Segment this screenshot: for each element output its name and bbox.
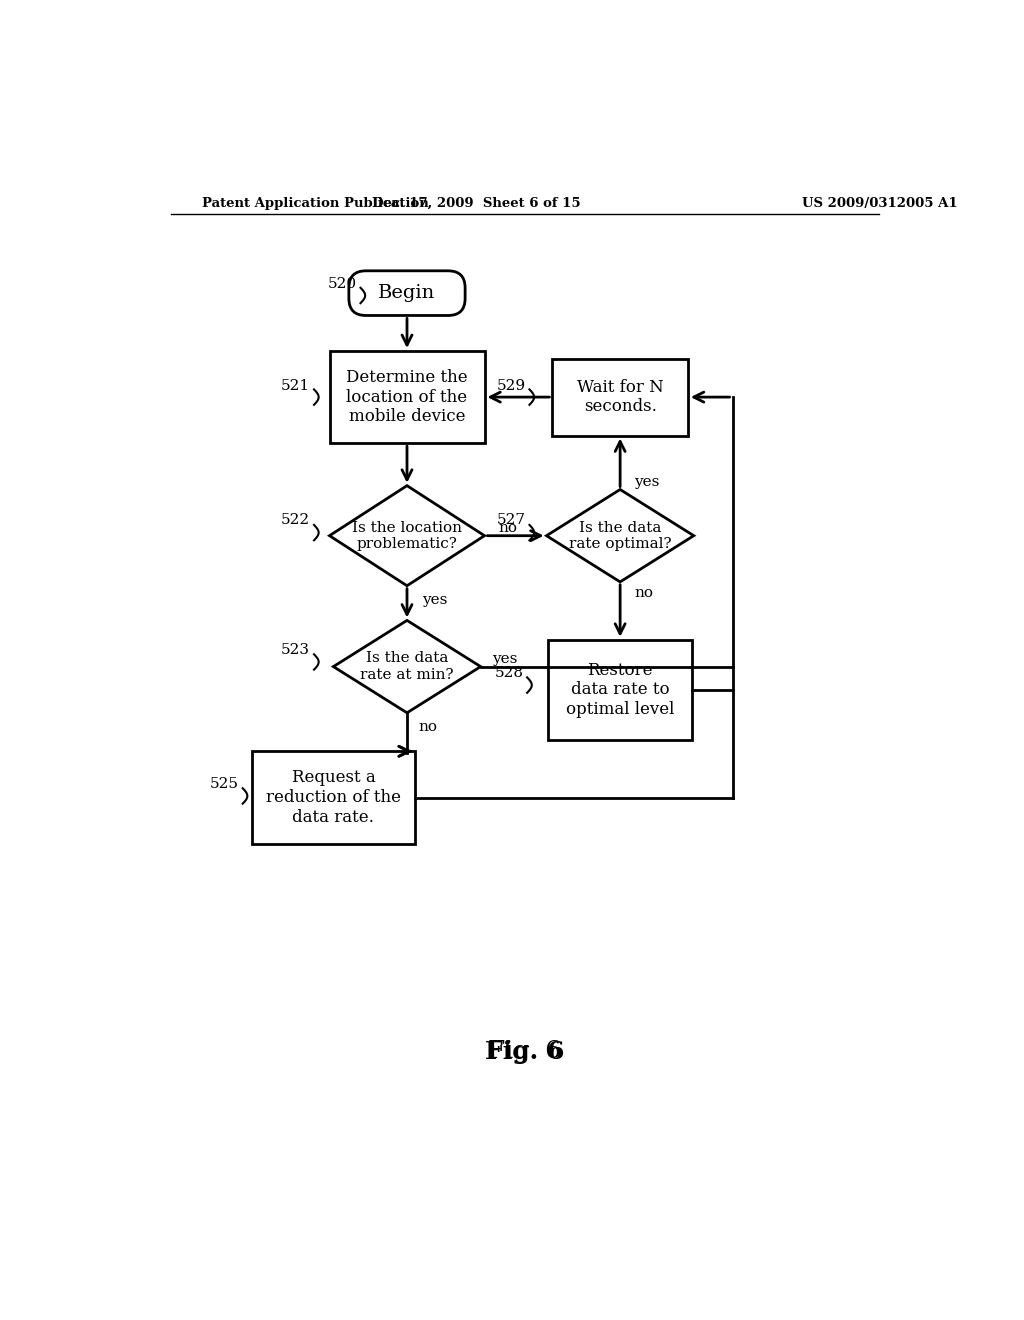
Text: Is the data
rate at min?: Is the data rate at min? <box>360 652 454 681</box>
Bar <box>252 751 415 843</box>
Bar <box>552 359 688 436</box>
Polygon shape <box>334 620 480 713</box>
Bar <box>330 351 484 444</box>
Text: Wait for N
seconds.: Wait for N seconds. <box>577 379 664 416</box>
Text: US 2009/0312005 A1: US 2009/0312005 A1 <box>802 197 957 210</box>
Polygon shape <box>547 490 693 582</box>
Text: Determine the
location of the
mobile device: Determine the location of the mobile dev… <box>346 370 468 425</box>
Text: yes: yes <box>634 475 659 488</box>
Text: Begin: Begin <box>379 284 435 302</box>
Text: Request a
reduction of the
data rate.: Request a reduction of the data rate. <box>266 770 400 825</box>
Text: 529: 529 <box>497 379 525 392</box>
Text: 522: 522 <box>281 513 310 527</box>
Text: no: no <box>419 719 437 734</box>
Text: Fig. 6: Fig. 6 <box>485 1040 564 1064</box>
Text: Is the location
problematic?: Is the location problematic? <box>352 520 462 550</box>
Text: no: no <box>499 521 517 535</box>
FancyBboxPatch shape <box>349 271 465 315</box>
Text: 520: 520 <box>328 277 356 290</box>
Text: Is the data
rate optimal?: Is the data rate optimal? <box>568 520 672 550</box>
Text: Restore
data rate to
optimal level: Restore data rate to optimal level <box>566 661 675 718</box>
Text: 528: 528 <box>495 665 523 680</box>
Polygon shape <box>330 486 484 586</box>
Bar <box>549 640 692 739</box>
Text: 523: 523 <box>282 643 310 656</box>
Text: yes: yes <box>493 652 517 665</box>
Text: Patent Application Publication: Patent Application Publication <box>202 197 428 210</box>
Text: yes: yes <box>423 593 447 607</box>
Text: 521: 521 <box>281 379 310 392</box>
Text: no: no <box>634 586 653 601</box>
Text: Dec. 17, 2009  Sheet 6 of 15: Dec. 17, 2009 Sheet 6 of 15 <box>373 197 581 210</box>
Text: 527: 527 <box>497 513 525 527</box>
Text: 525: 525 <box>210 776 239 791</box>
Text: Fig. 6: Fig. 6 <box>488 1040 561 1063</box>
